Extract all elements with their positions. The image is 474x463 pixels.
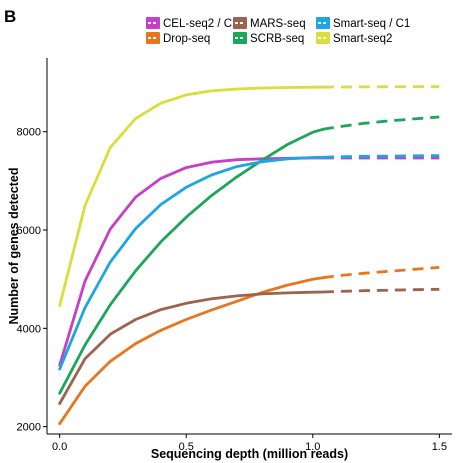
legend-label: Smart-seq / C1: [333, 18, 410, 30]
series-line-mars-seq: [58, 290, 325, 405]
legend-item-mars-seq: MARS-seq: [233, 17, 306, 30]
legend-item-smart-seq-c1: Smart-seq / C1: [316, 17, 410, 30]
y-axis-title: Number of genes detected: [7, 168, 21, 325]
legend-item-scrb-seq: SCRB-seq: [233, 32, 304, 45]
plot-area: 2000 4000 6000 8000 0.0 0.5 1.0 1.5: [17, 58, 452, 453]
x-tick-label: 0.0: [52, 441, 67, 453]
legend-item-drop-seq: Drop-seq: [146, 32, 210, 45]
series-line-drop-seq: [58, 276, 325, 426]
series-extrapolation-smart-seq2: [322, 85, 440, 89]
x-axis-ticks: 0.0 0.5 1.0 1.5: [52, 434, 447, 453]
series-extrapolation-scrb-seq: [322, 115, 440, 131]
y-tick-label: 4000: [17, 323, 41, 335]
series-line-smart-seq2: [58, 85, 325, 308]
series-line-smart-seq-c1: [58, 155, 325, 371]
legend-label: MARS-seq: [250, 18, 306, 30]
legend: CEL-seq2 / C1 Drop-seq MARS-seq SCRB-seq Sma…: [146, 17, 410, 45]
legend-label: SCRB-seq: [250, 33, 304, 45]
x-tick-label: 0.5: [179, 441, 194, 453]
series-extrapolation-mars-seq: [322, 287, 440, 294]
y-tick-label: 8000: [17, 127, 41, 139]
x-axis-title: Sequencing depth (million reads): [151, 447, 348, 461]
series-extrapolation-smart-seq-c1: [322, 154, 440, 159]
legend-item-cel-seq2-c1: CEL-seq2 / C1: [146, 17, 238, 30]
legend-label: Drop-seq: [163, 33, 210, 45]
x-tick-label: 1.5: [432, 441, 447, 453]
y-tick-label: 6000: [17, 225, 41, 237]
series-line-cel-seq2-c1: [58, 156, 325, 367]
legend-item-smart-seq2: Smart-seq2: [316, 32, 392, 45]
panel-label: B: [4, 7, 16, 26]
x-tick-label: 1.0: [305, 441, 320, 453]
legend-label: Smart-seq2: [333, 33, 392, 45]
series-line-scrb-seq: [58, 127, 325, 395]
series-layer: [58, 85, 440, 426]
y-tick-label: 2000: [17, 422, 41, 434]
y-axis-ticks: 2000 4000 6000 8000: [17, 127, 47, 434]
series-extrapolation-drop-seq: [322, 266, 440, 280]
legend-label: CEL-seq2 / C1: [163, 18, 238, 30]
